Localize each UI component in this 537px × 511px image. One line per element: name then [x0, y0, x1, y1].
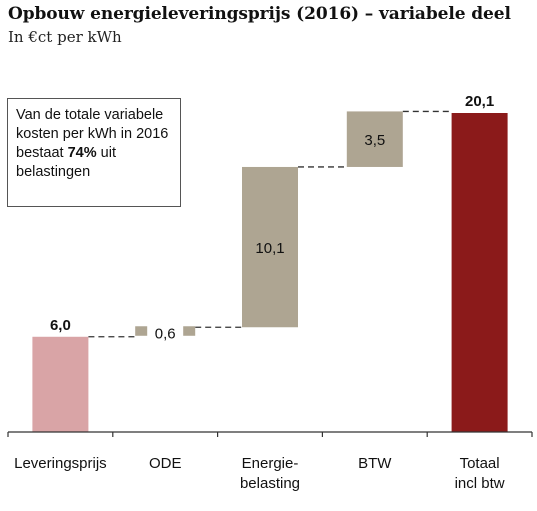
value-label-1: 0,6 [155, 325, 176, 342]
category-label-2: Energie-belasting [240, 455, 300, 492]
bar-0 [32, 336, 89, 432]
category-labels: Leveringsprijs ODE Energie-belasting BTW Tot… [14, 455, 505, 492]
connector-lines [88, 110, 452, 338]
bar-1-left [135, 326, 148, 336]
callout-box: Van de totale variabele kosten per kWh i… [7, 98, 181, 207]
value-labels: 6,0 0,6 10,1 3,5 20,1 [50, 93, 494, 342]
value-label-2: 10,1 [255, 240, 284, 257]
category-label-4: Totaal incl btw [455, 455, 505, 492]
callout-text-before: Van de totale variabele kosten per kWh i… [16, 107, 169, 161]
category-label-1: ODE [149, 455, 182, 472]
chart-subtitle: In €ct per kWh [8, 28, 122, 46]
bar-group [32, 111, 508, 432]
bar-2 [242, 166, 298, 328]
chart-title: Opbouw energieleveringsprijs (2016) – va… [8, 4, 511, 24]
bar-1-right [183, 326, 196, 336]
bar-4 [451, 113, 508, 432]
callout-text-after: uit belastingen [16, 145, 116, 180]
value-label-4: 20,1 [465, 93, 494, 110]
bar-3 [346, 111, 403, 167]
category-label-3: BTW [358, 455, 392, 472]
x-axis [7, 431, 533, 437]
callout-highlight: 74% [67, 145, 97, 161]
value-label-0: 6,0 [50, 317, 71, 334]
value-label-3: 3,5 [364, 132, 385, 149]
category-label-0: Leveringsprijs [14, 455, 107, 472]
